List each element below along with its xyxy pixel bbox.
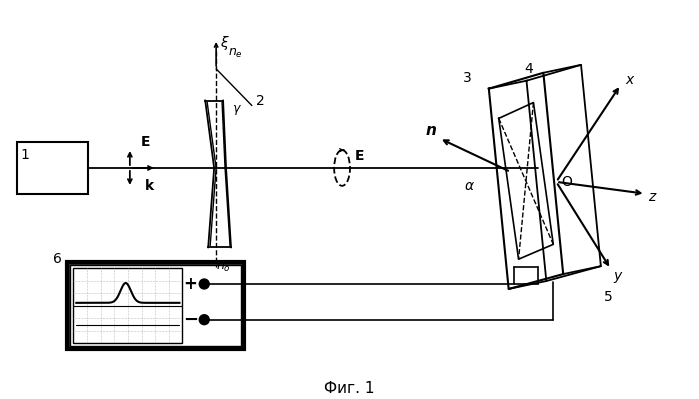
Text: $n_o$: $n_o$ [216, 261, 231, 274]
Text: $n_e$: $n_e$ [228, 46, 243, 59]
Text: 2: 2 [256, 93, 264, 108]
Text: ξ: ξ [220, 36, 228, 50]
Text: $\mathbf{E}$: $\mathbf{E}$ [140, 135, 150, 149]
Text: x: x [626, 73, 634, 87]
Text: O: O [561, 175, 572, 189]
Bar [17, 142, 88, 194]
Bar [73, 268, 182, 344]
Text: $\boldsymbol{n}$: $\boldsymbol{n}$ [425, 123, 438, 138]
Text: 1: 1 [20, 148, 29, 162]
Text: $\mathbf{E}$: $\mathbf{E}$ [354, 149, 364, 163]
Circle shape [199, 315, 209, 325]
Text: $\mathbf{k}$: $\mathbf{k}$ [144, 178, 155, 193]
Text: 6: 6 [53, 252, 62, 266]
Text: −: − [182, 311, 198, 329]
Text: γ: γ [232, 102, 239, 115]
Text: Фиг. 1: Фиг. 1 [324, 381, 374, 396]
Text: 5: 5 [603, 290, 612, 304]
Text: α: α [464, 179, 473, 193]
Text: 4: 4 [524, 62, 533, 76]
Circle shape [199, 279, 209, 289]
Bar [67, 262, 244, 350]
Text: 3: 3 [463, 71, 471, 85]
Text: z: z [649, 190, 656, 204]
Text: +: + [183, 275, 197, 293]
Bar [71, 265, 241, 346]
Text: y: y [614, 269, 622, 283]
